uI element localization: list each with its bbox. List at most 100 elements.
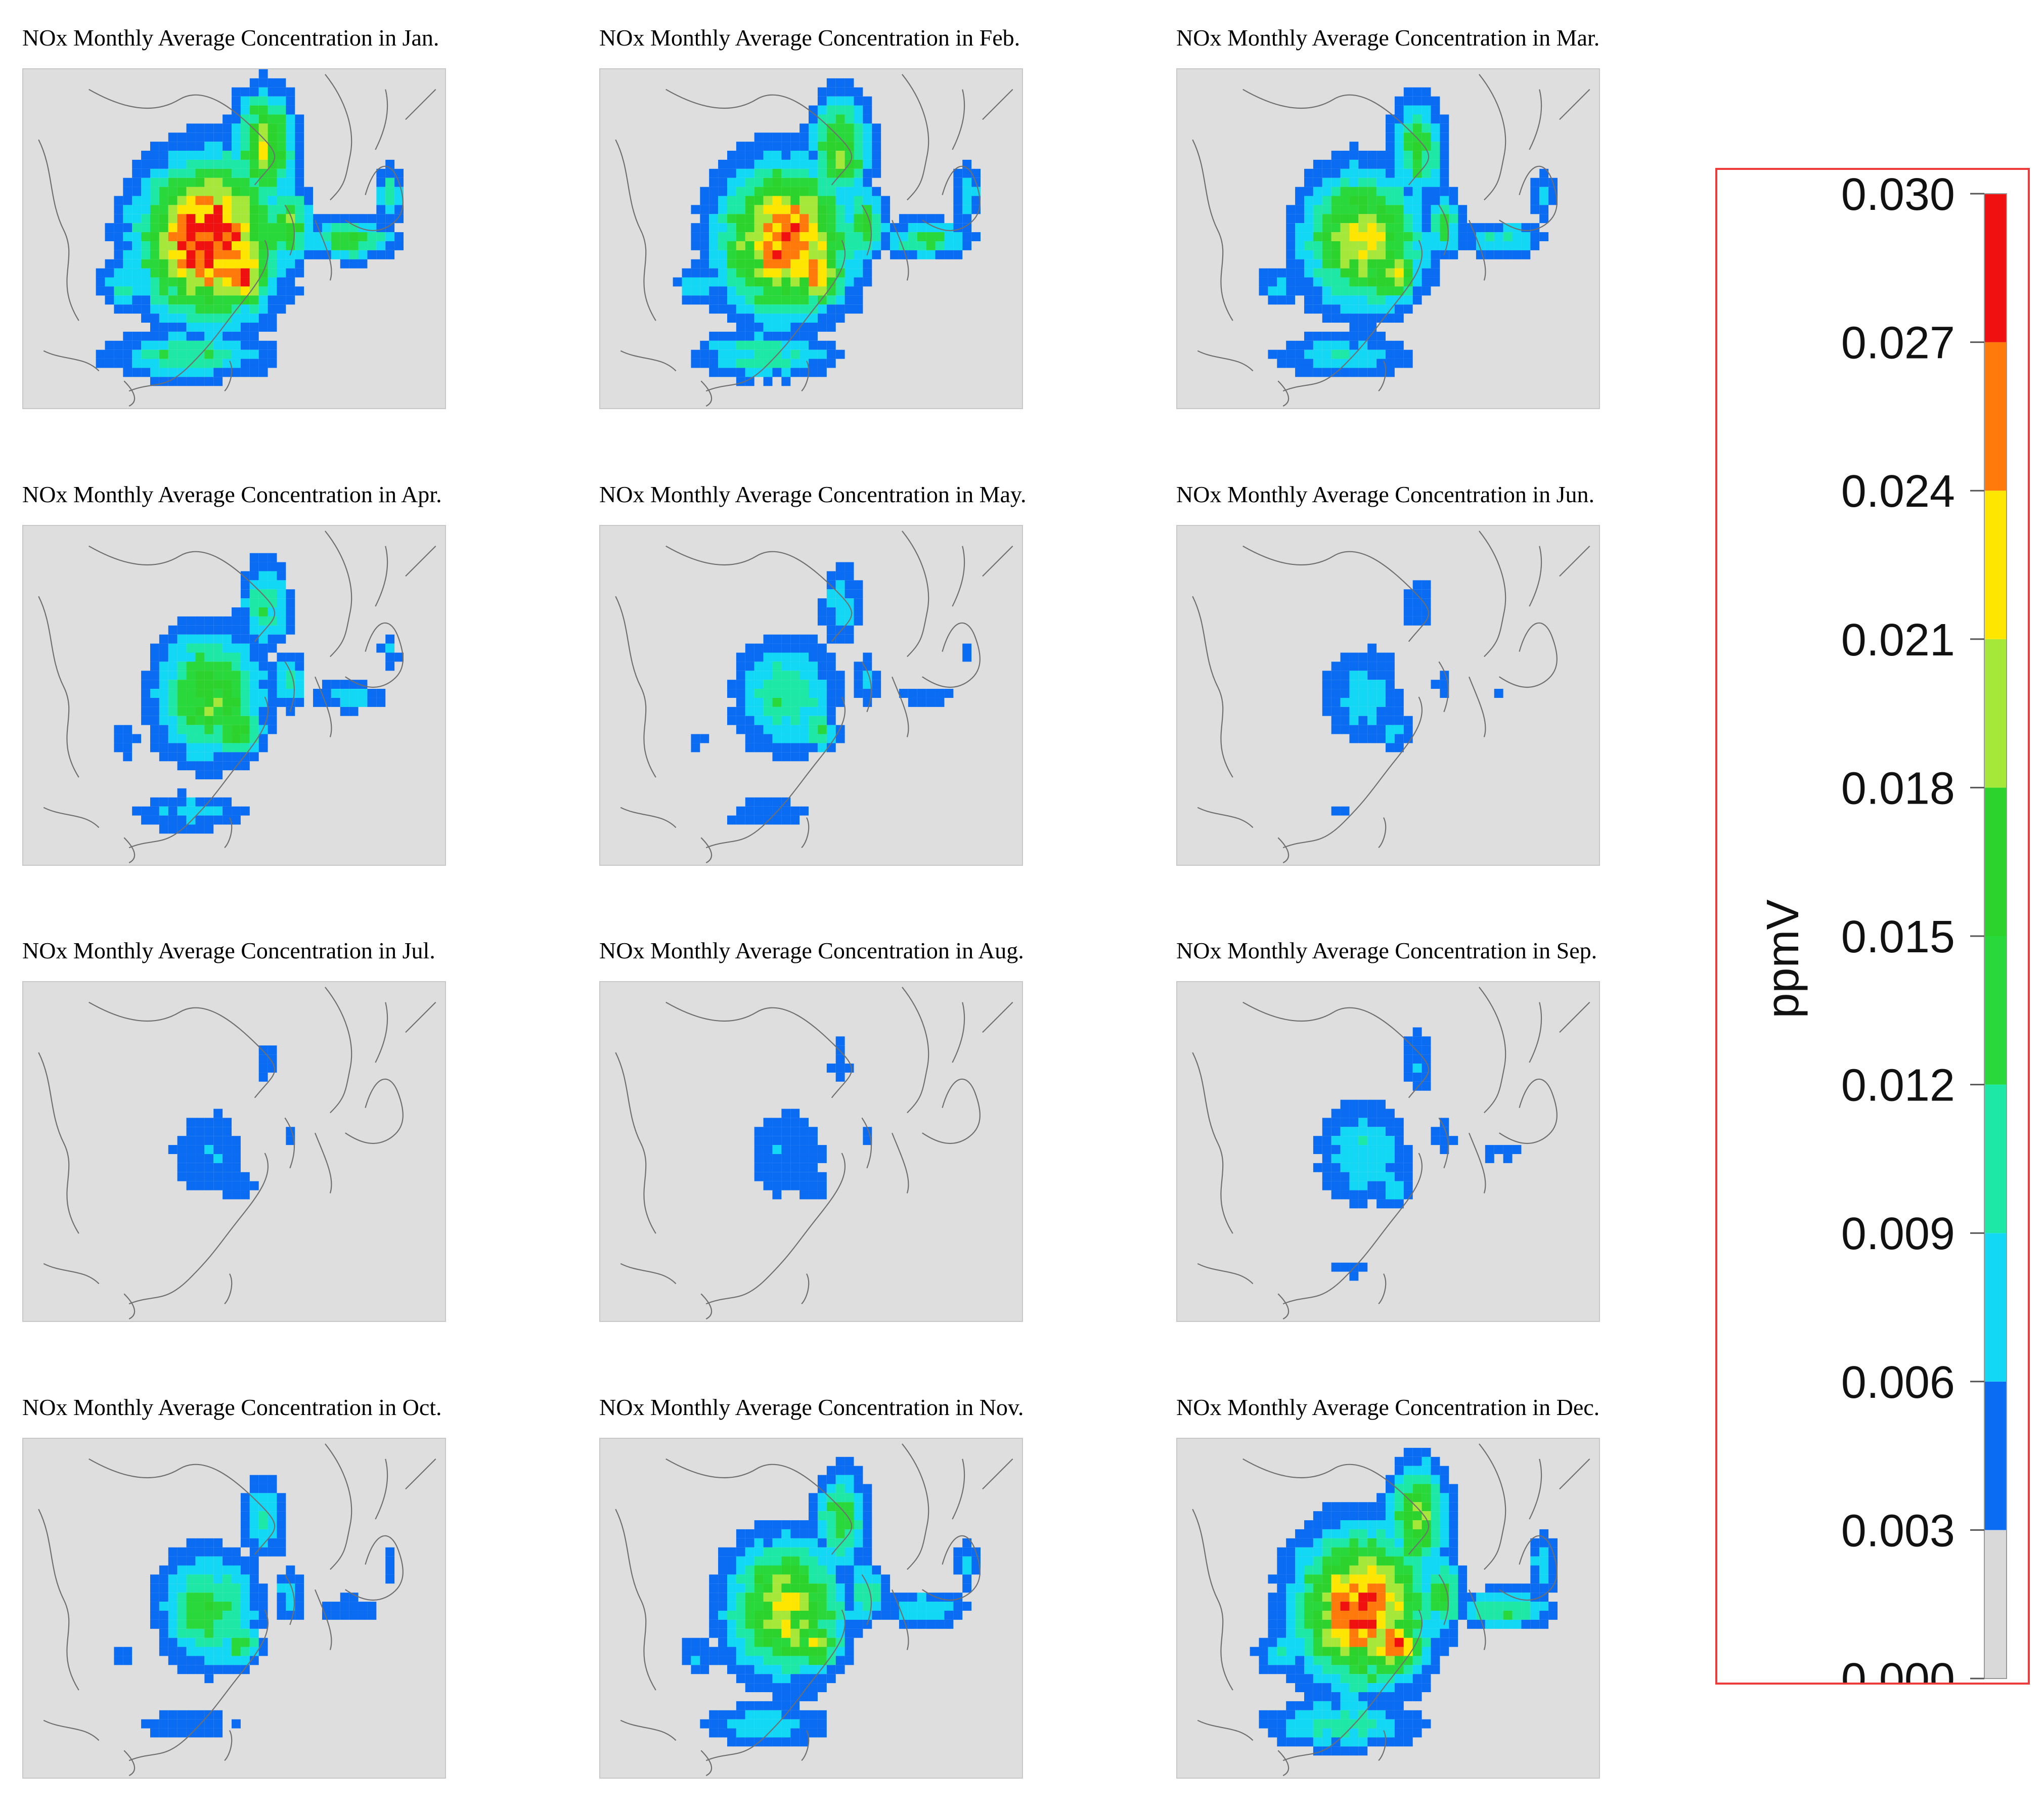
coastline xyxy=(405,89,436,120)
grid-cell xyxy=(781,1593,791,1602)
grid-cell xyxy=(1367,349,1377,359)
grid-cell xyxy=(727,241,736,250)
grid-cell xyxy=(159,680,168,689)
grid-cell xyxy=(1331,1502,1341,1512)
grid-cell xyxy=(817,1172,827,1181)
coastline xyxy=(284,1117,295,1169)
grid-cell xyxy=(1340,1099,1350,1109)
grid-cell xyxy=(1386,250,1395,259)
grid-cell xyxy=(258,1064,268,1073)
grid-cell xyxy=(817,1154,827,1163)
grid-cell xyxy=(835,1466,845,1475)
grid-cell xyxy=(754,1701,764,1710)
grid-cell xyxy=(1386,368,1395,377)
grid-cell xyxy=(258,1054,268,1064)
coastline xyxy=(325,531,352,657)
grid-cell xyxy=(826,1638,836,1647)
coastline xyxy=(1378,1730,1387,1761)
grid-cell xyxy=(123,259,132,269)
grid-cell xyxy=(809,314,818,323)
grid-cell xyxy=(358,241,368,250)
grid-cell xyxy=(159,1710,168,1719)
grid-cell xyxy=(1394,286,1404,296)
grid-cell xyxy=(700,734,709,743)
grid-cell xyxy=(754,1665,764,1674)
grid-cell xyxy=(1340,241,1350,250)
grid-cell xyxy=(1403,286,1413,296)
grid-cell xyxy=(872,1565,881,1575)
grid-cell xyxy=(277,133,286,142)
grid-cell xyxy=(213,123,223,133)
grid-cell xyxy=(159,196,168,205)
grid-cell xyxy=(1340,1710,1350,1719)
grid-cell xyxy=(727,1628,736,1638)
grid-cell xyxy=(1358,178,1368,187)
grid-cell xyxy=(232,1602,241,1611)
grid-cell xyxy=(736,142,745,151)
grid-cell xyxy=(1349,1665,1359,1674)
grid-cell xyxy=(223,187,232,196)
panel-feb: NOx Monthly Average Concentration in Feb… xyxy=(599,23,1054,437)
grid-cell xyxy=(799,1610,809,1620)
grid-cell xyxy=(232,196,241,205)
grid-cell xyxy=(817,697,827,707)
grid-cell xyxy=(195,1574,205,1584)
grid-cell xyxy=(809,114,818,124)
grid-cell xyxy=(790,349,800,359)
grid-cell xyxy=(1386,359,1395,368)
grid-cell xyxy=(204,368,214,377)
coastline xyxy=(1282,1153,1423,1305)
grid-cell xyxy=(159,643,168,653)
grid-cell xyxy=(1358,1181,1368,1190)
coastline xyxy=(1469,676,1486,737)
grid-cell xyxy=(249,643,259,653)
grid-cell xyxy=(249,123,259,133)
grid-cell xyxy=(177,377,187,386)
grid-cell xyxy=(908,223,917,233)
grid-cell xyxy=(232,734,241,743)
grid-cell xyxy=(1394,1719,1404,1729)
grid-cell xyxy=(204,1118,214,1127)
grid-cell xyxy=(1358,1127,1368,1136)
grid-cell xyxy=(1394,259,1404,269)
grid-cell xyxy=(745,697,754,707)
coastline xyxy=(128,1153,269,1305)
grid-cell xyxy=(204,178,214,187)
grid-cell xyxy=(1340,304,1350,314)
grid-cell xyxy=(141,223,150,233)
grid-cell xyxy=(177,340,187,350)
grid-cell xyxy=(286,232,295,241)
grid-cell xyxy=(1431,151,1440,160)
grid-cell xyxy=(286,1136,295,1145)
grid-cell xyxy=(376,232,386,241)
grid-cell xyxy=(240,241,250,250)
grid-cell xyxy=(268,87,277,97)
grid-cell xyxy=(358,1602,368,1611)
grid-cell xyxy=(258,314,268,323)
grid-cell xyxy=(268,151,277,160)
grid-cell xyxy=(1386,133,1395,142)
grid-cell xyxy=(1412,1556,1422,1566)
grid-cell xyxy=(1412,1529,1422,1538)
grid-cell xyxy=(745,377,754,386)
grid-cell xyxy=(754,1583,764,1593)
grid-cell xyxy=(223,634,232,644)
colorbar: 0.0300.0270.0240.0210.0180.0150.0120.009… xyxy=(1758,170,2007,1683)
grid-cell xyxy=(258,1647,268,1656)
grid-cell xyxy=(736,661,745,671)
coastline xyxy=(315,219,332,281)
grid-cell xyxy=(1349,1181,1359,1190)
grid-cell xyxy=(781,1127,791,1136)
grid-cell xyxy=(168,806,177,816)
grid-cell xyxy=(186,1628,196,1638)
grid-cell xyxy=(1431,223,1440,233)
grid-cell xyxy=(150,323,159,332)
concentration-map xyxy=(599,68,1023,409)
grid-cell xyxy=(195,1583,205,1593)
grid-cell xyxy=(132,223,142,233)
grid-cell xyxy=(159,634,168,644)
grid-cell xyxy=(213,187,223,196)
grid-cell xyxy=(1367,1683,1377,1693)
grid-cell xyxy=(845,214,854,224)
grid-cell xyxy=(123,1656,132,1665)
